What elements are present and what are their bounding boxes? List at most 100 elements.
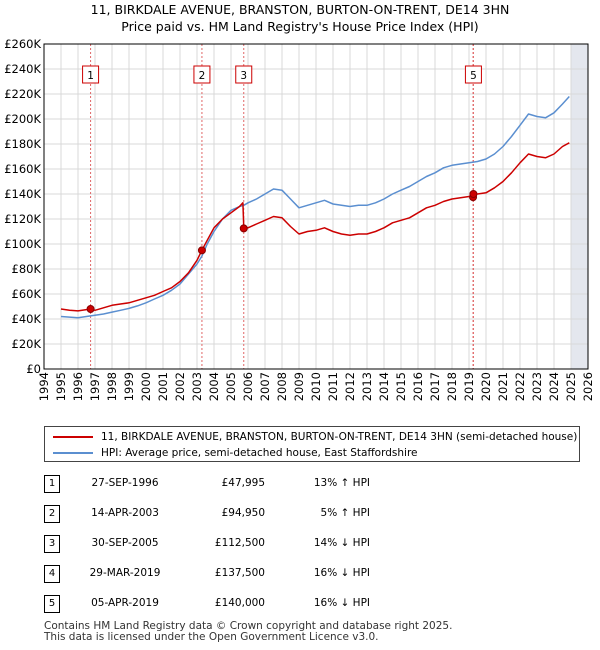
- x-tick-label: 2001: [156, 372, 170, 401]
- y-tick-label: £260K: [4, 37, 41, 51]
- legend-label-hpi: HPI: Average price, semi-detached house,…: [101, 447, 418, 459]
- y-tick-label: £60K: [12, 287, 42, 301]
- future-shade: [571, 44, 588, 369]
- x-tick-label: 1999: [122, 372, 136, 401]
- transaction-hpi: 14% ↓ HPI: [313, 537, 370, 549]
- sale-point: [469, 190, 478, 198]
- transaction-hpi: 5% ↑ HPI: [320, 507, 370, 519]
- x-tick-label: 2026: [581, 372, 595, 401]
- marker-box-label: 1: [87, 70, 94, 82]
- marker-box-label: 3: [240, 70, 247, 82]
- chart-subtitle: Price paid vs. HM Land Registry's House …: [121, 19, 478, 34]
- y-tick-label: £20K: [12, 337, 42, 351]
- sale-point: [239, 224, 248, 233]
- chart-title: 11, BIRKDALE AVENUE, BRANSTON, BURTON-ON…: [91, 2, 510, 17]
- x-tick-label: 1995: [54, 372, 68, 401]
- transaction-number: 3: [44, 535, 60, 553]
- x-tick-label: 1998: [105, 372, 119, 401]
- marker-box: [235, 65, 253, 84]
- transaction-date: 30-SEP-2005: [91, 537, 159, 549]
- y-tick-label: £240K: [4, 62, 41, 76]
- y-tick-label: £40K: [12, 312, 42, 326]
- marker-box-label: 5: [470, 70, 477, 82]
- x-tick-label: 2008: [275, 372, 289, 401]
- transaction-date: 29-MAR-2019: [89, 567, 161, 579]
- x-tick-label: 2015: [394, 372, 408, 401]
- transaction-date: 14-APR-2003: [91, 507, 159, 519]
- transaction-row: 1 27-SEP-1996 £47,995 13% ↑ HPI: [0, 475, 600, 495]
- transaction-date: 05-APR-2019: [91, 597, 159, 609]
- footer: Contains HM Land Registry data © Crown c…: [44, 621, 452, 643]
- marker-box: [464, 65, 482, 84]
- x-tick-label: 2014: [377, 372, 391, 401]
- transaction-price: £47,995: [221, 477, 265, 489]
- x-tick-label: 2021: [496, 372, 510, 401]
- x-tick-label: 2020: [479, 372, 493, 401]
- transaction-date: 27-SEP-1996: [91, 477, 159, 489]
- legend-item-hpi: HPI: Average price, semi-detached house,…: [53, 445, 418, 461]
- legend-swatch-property: [53, 436, 93, 438]
- x-tick-label: 2025: [564, 372, 578, 401]
- transaction-number: 4: [44, 565, 60, 583]
- x-tick-label: 2018: [445, 372, 459, 401]
- transaction-row: 5 05-APR-2019 £140,000 16% ↓ HPI: [0, 595, 600, 615]
- x-tick-label: 2000: [139, 372, 153, 401]
- x-tick-label: 2009: [292, 372, 306, 401]
- transaction-price: £112,500: [214, 537, 265, 549]
- x-tick-label: 2016: [411, 372, 425, 401]
- transaction-number: 1: [44, 475, 60, 493]
- x-tick-label: 2002: [173, 372, 187, 401]
- y-tick-label: £100K: [4, 237, 41, 251]
- footer-copyright: Contains HM Land Registry data © Crown c…: [44, 620, 453, 632]
- hpi-series-line: [60, 95, 570, 319]
- legend-label-property: 11, BIRKDALE AVENUE, BRANSTON, BURTON-ON…: [101, 431, 578, 443]
- transaction-price: £137,500: [214, 567, 265, 579]
- x-tick-label: 2023: [530, 372, 544, 401]
- x-tick-label: 2005: [224, 372, 238, 401]
- sale-point: [86, 305, 95, 314]
- plot-frame: [43, 43, 589, 370]
- x-tick-label: 2011: [326, 372, 340, 401]
- y-tick-label: £200K: [4, 112, 41, 126]
- transaction-price: £94,950: [221, 507, 265, 519]
- transaction-hpi: 13% ↑ HPI: [313, 477, 370, 489]
- y-tick-label: £120K: [4, 212, 41, 226]
- sale-point: [197, 246, 206, 255]
- y-tick-label: £180K: [4, 137, 41, 151]
- y-tick-label: £220K: [4, 87, 41, 101]
- x-tick-label: 2004: [207, 372, 221, 401]
- y-tick-label: £80K: [12, 262, 42, 276]
- x-tick-label: 1994: [37, 372, 51, 401]
- legend-item-property: 11, BIRKDALE AVENUE, BRANSTON, BURTON-ON…: [53, 429, 577, 445]
- x-tick-label: 2010: [309, 372, 323, 401]
- x-tick-label: 2024: [547, 372, 561, 401]
- x-tick-label: 2019: [462, 372, 476, 401]
- marker-box: [193, 65, 211, 84]
- x-tick-label: 2022: [513, 372, 527, 401]
- marker-box-label: 2: [199, 70, 206, 82]
- transaction-hpi: 16% ↓ HPI: [313, 597, 370, 609]
- legend: 11, BIRKDALE AVENUE, BRANSTON, BURTON-ON…: [44, 426, 580, 462]
- property-series-line: [60, 142, 570, 312]
- y-tick-label: £160K: [4, 162, 41, 176]
- x-tick-label: 2003: [190, 372, 204, 401]
- transaction-row: 4 29-MAR-2019 £137,500 16% ↓ HPI: [0, 565, 600, 585]
- legend-swatch-hpi: [53, 452, 93, 454]
- transaction-hpi: 16% ↓ HPI: [313, 567, 370, 579]
- price-chart: 11, BIRKDALE AVENUE, BRANSTON, BURTON-ON…: [4, 2, 595, 401]
- marker-box: [82, 65, 100, 84]
- transaction-row: 2 14-APR-2003 £94,950 5% ↑ HPI: [0, 505, 600, 525]
- transaction-row: 3 30-SEP-2005 £112,500 14% ↓ HPI: [0, 535, 600, 555]
- transaction-number: 5: [44, 595, 60, 613]
- transaction-price: £140,000: [214, 597, 265, 609]
- x-tick-label: 2006: [241, 372, 255, 401]
- x-tick-label: 2007: [258, 372, 272, 401]
- footer-licence: This data is licensed under the Open Gov…: [44, 631, 379, 643]
- transaction-number: 2: [44, 505, 60, 523]
- x-tick-label: 2013: [360, 372, 374, 401]
- x-tick-label: 1997: [88, 372, 102, 401]
- x-tick-label: 2017: [428, 372, 442, 401]
- x-tick-label: 1996: [71, 372, 85, 401]
- x-tick-label: 2012: [343, 372, 357, 401]
- y-tick-label: £140K: [4, 187, 41, 201]
